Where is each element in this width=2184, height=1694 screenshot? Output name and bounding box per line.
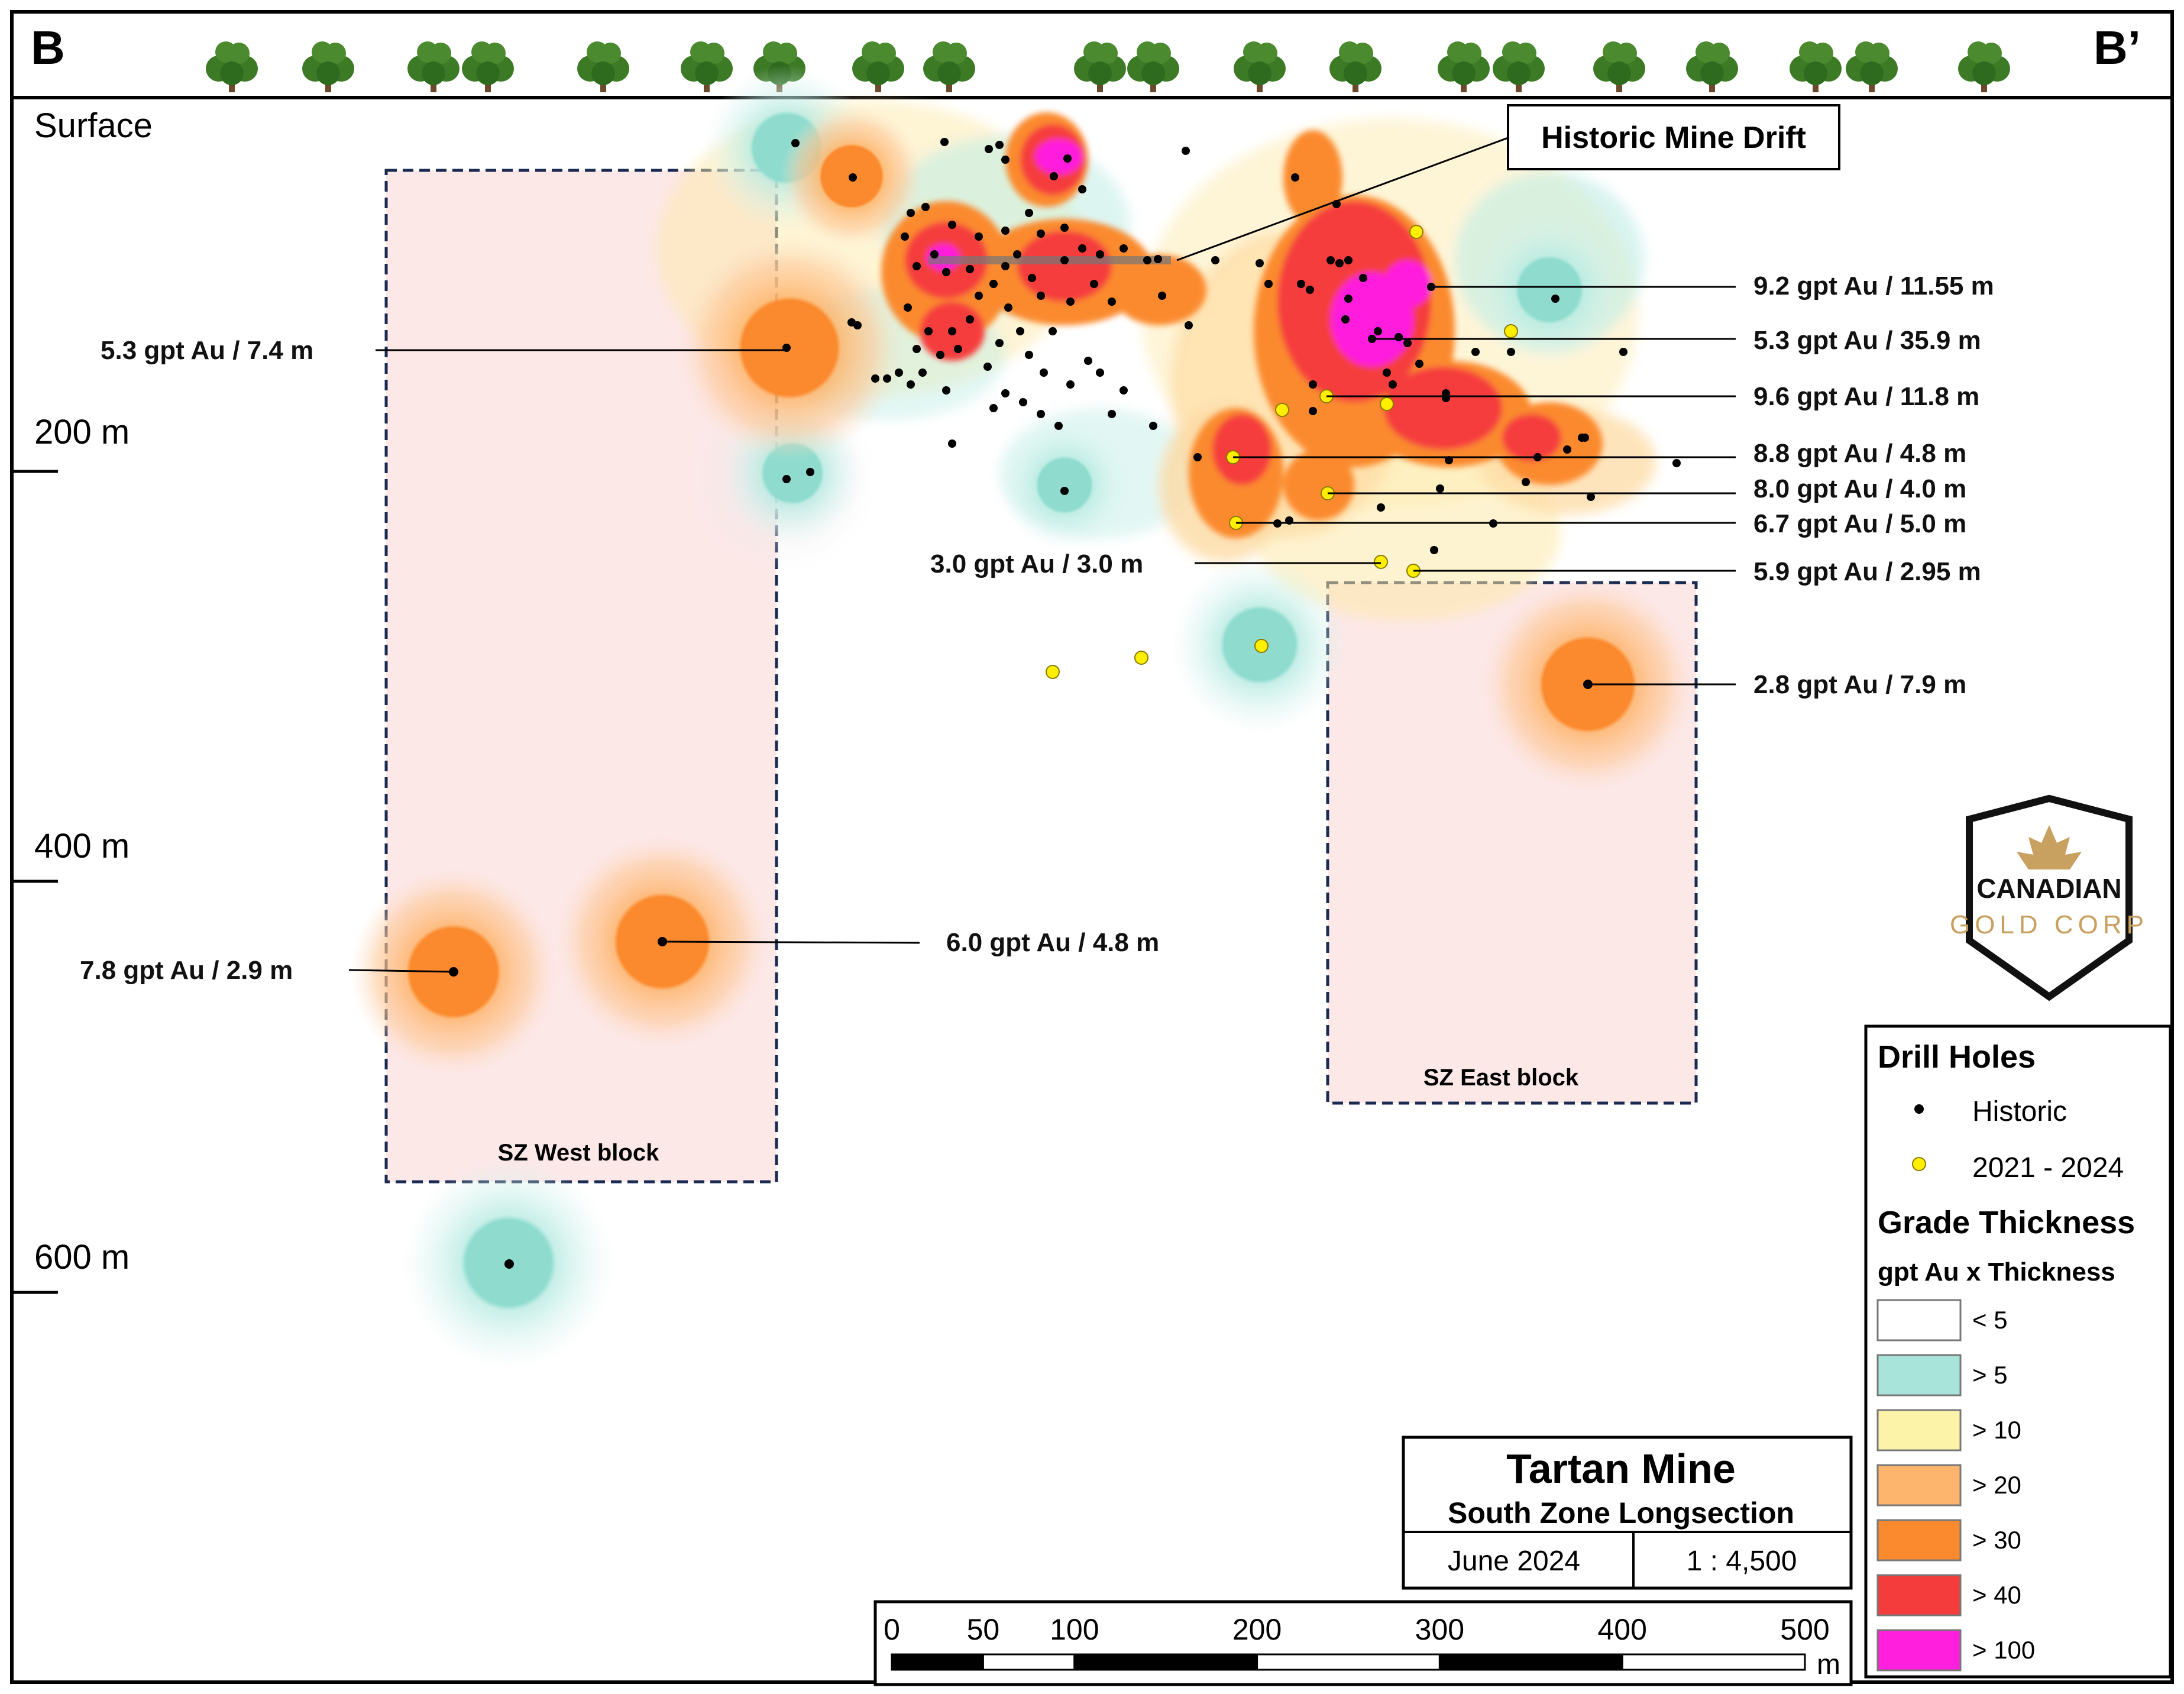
logo-line-1: CANADIAN [1976,873,2121,904]
map-subtitle: South Zone Longsection [1448,1496,1794,1530]
scale-segments [891,1653,1806,1671]
legend-recent: 2021 - 2024 [1972,1152,2124,1184]
map-title: Tartan Mine [1506,1446,1736,1492]
canadian-gold-corp-logo: CANADIAN GOLD CORP [1950,794,2149,1001]
scale-bar: 0 50 100 200 300 400 500 m [873,1600,1853,1686]
intercept-label: 6.0 gpt Au / 4.8 m [946,928,1159,957]
scale-tick-label: 0 [884,1613,900,1646]
scale-unit: m [1817,1649,1840,1680]
legend-swatch [1876,1629,1962,1672]
legend: Drill Holes Historic 2021 - 2024 Grade T… [1864,1024,2172,1679]
historic-hole-icon [1914,1104,1924,1114]
legend-drill-title: Drill Holes [1878,1039,2036,1075]
legend-grade-subtitle: gpt Au x Thickness [1878,1257,2115,1286]
scale-tick-label: 50 [967,1613,1000,1646]
legend-grade-title: Grade Thickness [1878,1205,2135,1240]
legend-swatch [1876,1464,1962,1507]
intercept-label: 7.8 gpt Au / 2.9 m [80,956,293,985]
scale-tick-label: 500 [1780,1613,1829,1646]
map-date: June 2024 [1448,1546,1580,1577]
scale-tick-label: 200 [1232,1613,1282,1646]
map-scale: 1 : 4,500 [1687,1546,1797,1577]
legend-swatch [1876,1354,1962,1396]
intercept-label: 9.6 gpt Au / 11.8 m [1753,382,1979,411]
recent-hole-icon [1912,1157,1926,1171]
intercept-label: 5.3 gpt Au / 35.9 m [1753,326,1981,355]
intercept-label: 8.8 gpt Au / 4.8 m [1753,439,1966,468]
sz-east-block-label: SZ East block [1423,1065,1579,1091]
legend-swatch-label: < 5 [1972,1306,2008,1334]
scale-tick-labels: 0 50 100 200 300 400 500 [884,1613,1830,1646]
scale-segment [891,1653,984,1671]
scale-segment [982,1653,1076,1671]
legend-swatch-label: > 10 [1972,1416,2021,1444]
scale-segment [1256,1653,1441,1671]
legend-swatch [1876,1519,1962,1562]
scale-tick-label: 300 [1415,1613,1464,1646]
legend-swatch-label: > 30 [1972,1526,2021,1554]
depth-axis: 200 m 400 m 600 m [13,413,130,1294]
intercept-labels: 9.2 gpt Au / 11.55 m 5.3 gpt Au / 35.9 m… [80,271,1994,985]
legend-swatch-label: > 5 [1972,1361,2008,1389]
scale-tick-label: 100 [1050,1613,1099,1646]
section-end-label: B’ [2094,21,2141,74]
legend-swatch [1876,1409,1962,1451]
legend-swatch-label: > 40 [1972,1581,2021,1609]
legend-swatch [1876,1299,1962,1341]
section-header: B B’ [31,21,2141,92]
intercept-label: 5.9 gpt Au / 2.95 m [1753,557,1981,586]
intercept-label: 5.3 gpt Au / 7.4 m [101,336,313,365]
intercept-label: 8.0 gpt Au / 4.0 m [1753,474,1966,503]
intercept-label: 3.0 gpt Au / 3.0 m [930,549,1143,578]
leader-lines [348,137,1736,973]
scale-tick-label: 400 [1597,1613,1646,1646]
section-start-label: B [31,21,65,74]
legend-swatch [1876,1574,1962,1617]
intercept-label: 9.2 gpt Au / 11.55 m [1753,271,1994,300]
depth-label-600: 600 m [34,1238,130,1276]
depth-label-200: 200 m [34,413,130,451]
title-box: Tartan Mine South Zone Longsection June … [1402,1436,1853,1590]
scale-segment [1621,1653,1806,1671]
surface-label: Surface [34,106,153,145]
scale-segment [1438,1653,1623,1671]
depth-label-400: 400 m [34,827,130,865]
legend-swatches: < 5 > 5 > 10 > 20 > 30 > 40 > 100 [1876,1299,2035,1672]
historic-drift-label: Historic Mine Drift [1541,121,1806,155]
scale-segment [1073,1653,1258,1671]
legend-swatch-label: > 100 [1972,1636,2035,1664]
maple-leaf-icon [2017,825,2082,869]
historic-drill-holes [449,138,1681,1269]
intercept-label: 6.7 gpt Au / 5.0 m [1753,509,1966,538]
legend-swatch-label: > 20 [1972,1471,2021,1499]
intercept-label: 2.8 gpt Au / 7.9 m [1753,670,1966,699]
logo-line-2: GOLD CORP [1950,910,2149,939]
legend-historic: Historic [1972,1096,2067,1127]
historic-drift-callout: Historic Mine Drift [1507,104,1840,170]
